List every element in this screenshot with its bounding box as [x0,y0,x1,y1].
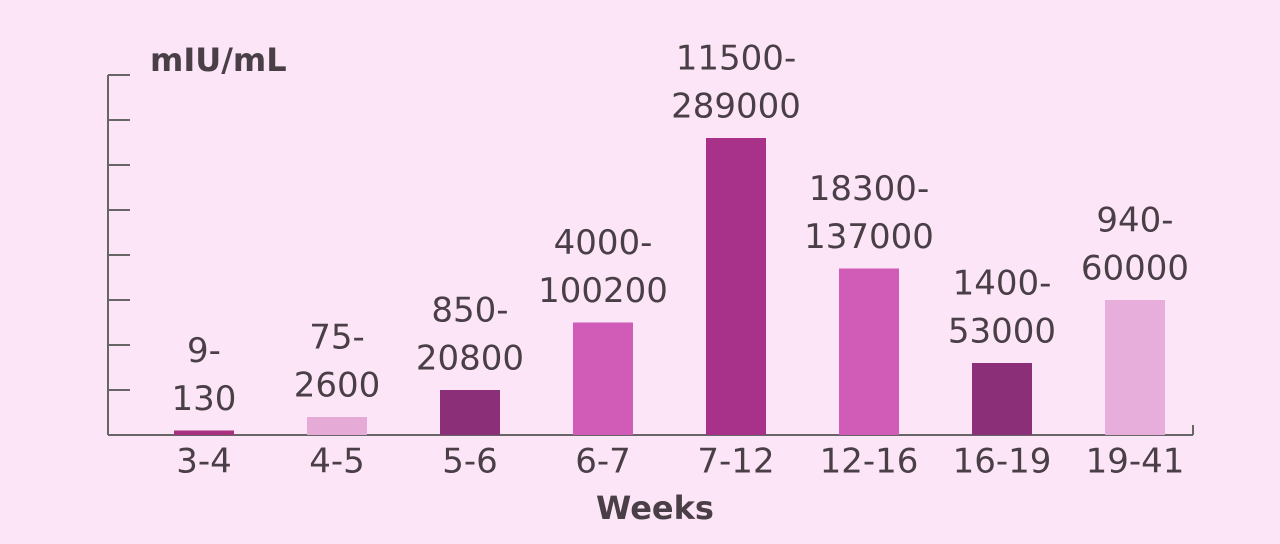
x-tick-label: 6-7 [575,442,631,482]
range-label: 100200 [538,271,668,311]
x-tick-label: 7-12 [697,442,774,482]
x-tick-label: 5-6 [442,442,498,482]
x-tick-label: 12-16 [820,442,919,482]
bar [440,390,500,435]
range-label: 289000 [671,87,801,127]
range-label: 2600 [294,366,381,406]
bar [573,322,633,435]
bar [972,363,1032,435]
bar [1105,300,1165,435]
x-tick-label: 4-5 [309,442,365,482]
y-axis-title: mIU/mL [150,41,287,79]
range-label: 4000- [554,223,653,263]
bar [174,430,234,435]
range-label: 1400- [953,264,1052,304]
range-label: 18300- [809,169,929,209]
x-tick-label: 19-41 [1086,442,1185,482]
range-label: 137000 [804,217,934,257]
range-label: 850- [431,291,508,331]
x-axis-title: Weeks [596,489,714,527]
bar [706,138,766,435]
range-label: 130 [172,379,237,419]
x-tick-label: 16-19 [953,442,1052,482]
bar [839,268,899,435]
range-label: 53000 [948,312,1056,352]
range-label: 11500- [676,39,796,79]
range-label: 940- [1096,201,1173,241]
range-label: 75- [309,318,365,358]
range-label: 20800 [416,339,524,379]
range-label: 60000 [1081,249,1189,289]
x-tick-label: 3-4 [176,442,232,482]
bar [307,417,367,435]
range-label: 9- [187,331,221,371]
